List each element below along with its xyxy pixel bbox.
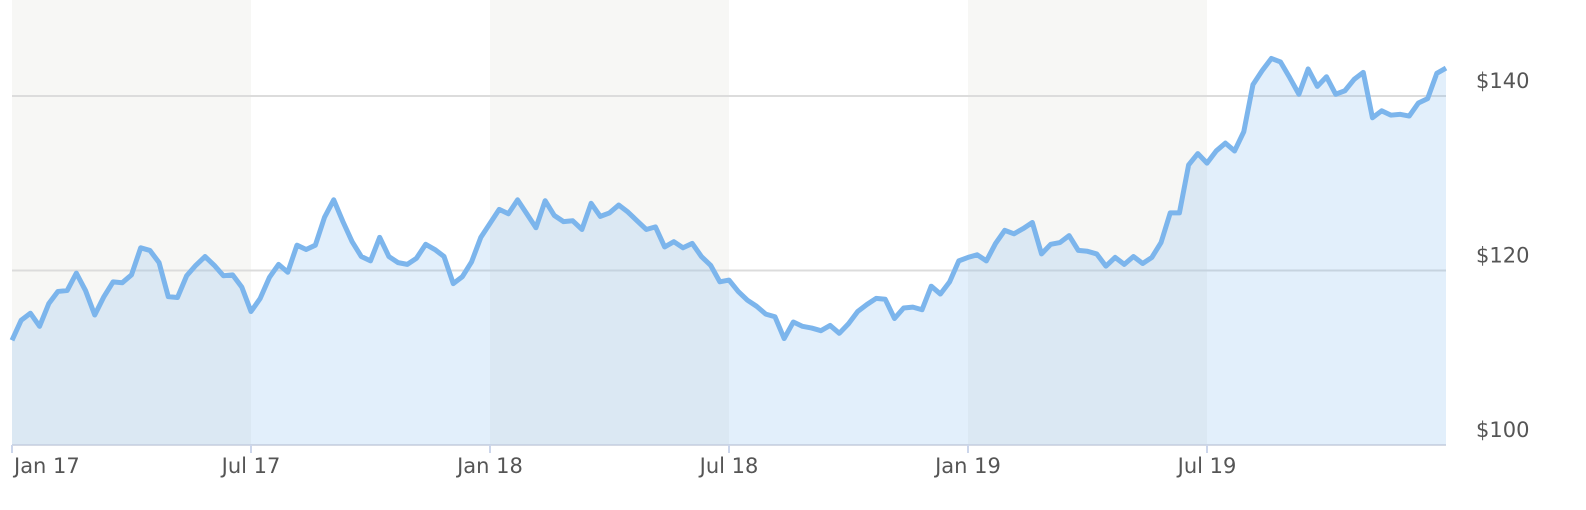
x-tick-label: Jan 19	[933, 454, 1001, 478]
x-tick-label: Jul 19	[1176, 454, 1237, 478]
line	[9, 55, 1448, 342]
y-tick-label: $100	[1476, 418, 1529, 442]
x-tick-label: Jul 18	[698, 454, 759, 478]
y-tick-label: $140	[1476, 69, 1529, 93]
shaded-band	[12, 0, 251, 445]
x-tick-label: Jul 17	[220, 454, 281, 478]
x-tick-label: Jan 18	[455, 454, 523, 478]
y-tick-label: $120	[1476, 243, 1529, 267]
x-tick-label: Jan 17	[12, 454, 80, 478]
area	[12, 58, 1446, 445]
